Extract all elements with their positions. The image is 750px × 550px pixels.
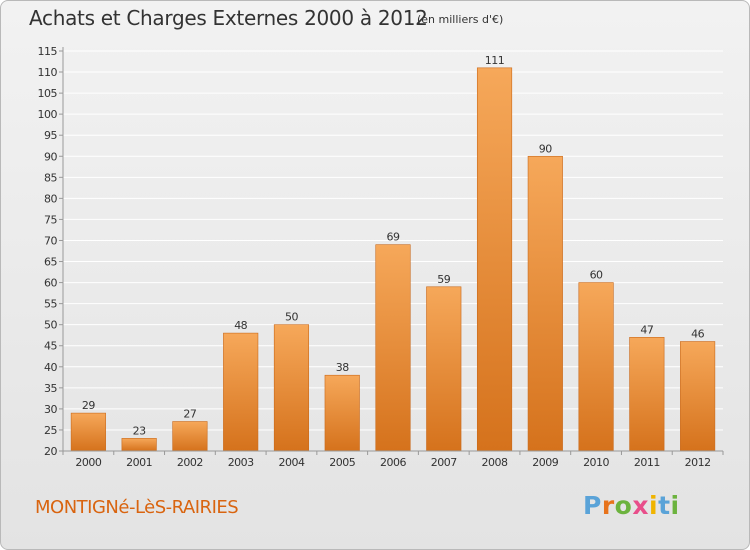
bar bbox=[324, 374, 360, 452]
data-label: 23 bbox=[133, 424, 146, 437]
proxiti-logo[interactable]: Proxiti bbox=[583, 491, 680, 520]
x-tick-label: 2004 bbox=[278, 456, 304, 469]
y-tick-label: 35 bbox=[44, 382, 57, 395]
y-tick-label: 110 bbox=[38, 66, 58, 79]
y-tick-label: 20 bbox=[44, 445, 57, 458]
bar bbox=[680, 341, 716, 452]
y-tick-label: 95 bbox=[44, 129, 57, 142]
data-label: 60 bbox=[590, 269, 603, 282]
x-tick-label: 2012 bbox=[685, 456, 711, 469]
bar bbox=[375, 244, 411, 452]
bar bbox=[476, 67, 513, 452]
logo-letter: i bbox=[649, 491, 659, 520]
y-tick-label: 100 bbox=[38, 108, 58, 121]
y-tick-label: 60 bbox=[44, 277, 57, 290]
bar bbox=[70, 412, 106, 452]
x-tick-label: 2000 bbox=[75, 456, 101, 469]
y-tick-label: 105 bbox=[38, 87, 58, 100]
logo-letter: x bbox=[632, 491, 649, 520]
data-label: 69 bbox=[387, 231, 400, 244]
y-tick-label: 75 bbox=[44, 213, 57, 226]
data-label: 50 bbox=[285, 311, 298, 324]
y-tick-label: 45 bbox=[44, 340, 57, 353]
bar bbox=[527, 155, 563, 452]
logo-letter: P bbox=[583, 491, 602, 520]
data-label: 38 bbox=[336, 361, 349, 374]
bar bbox=[273, 324, 310, 452]
logo-letter: r bbox=[601, 491, 615, 520]
x-tick-label: 2001 bbox=[126, 456, 152, 469]
x-tick-label: 2002 bbox=[177, 456, 203, 469]
commune-name: MONTIGNé-LèS-RAIRIES bbox=[35, 497, 239, 518]
bars: 29 23 27 48 50 38 69 59 111 90 60 47 46 bbox=[70, 54, 716, 452]
data-label: 111 bbox=[485, 54, 505, 67]
logo-letter: i bbox=[670, 491, 680, 520]
y-tick-label: 90 bbox=[44, 150, 57, 163]
logo-letter: o bbox=[614, 491, 633, 520]
data-label: 59 bbox=[437, 273, 450, 286]
y-tick-label: 70 bbox=[44, 234, 57, 247]
y-tick-label: 85 bbox=[44, 171, 57, 184]
y-tick-label: 40 bbox=[44, 361, 57, 374]
bar bbox=[426, 286, 462, 452]
data-label: 90 bbox=[539, 142, 552, 155]
x-tick-label: 2009 bbox=[532, 456, 558, 469]
y-tick-label: 30 bbox=[44, 403, 57, 416]
y-tick-label: 25 bbox=[44, 424, 57, 437]
y-tick-label: 80 bbox=[44, 192, 57, 205]
bar bbox=[578, 282, 614, 452]
x-tick-label: 2010 bbox=[583, 456, 609, 469]
y-tick-label: 115 bbox=[38, 45, 58, 58]
data-label: 48 bbox=[234, 319, 247, 332]
chart-title: Achats et Charges Externes 2000 à 2012 bbox=[29, 6, 428, 30]
axes: 20 25 30 35 40 45 50 55 60 65 70 75 80 85 90 95 100 105 11… bbox=[38, 45, 724, 469]
data-label: 47 bbox=[640, 323, 653, 336]
data-label: 46 bbox=[691, 328, 704, 341]
data-label: 29 bbox=[82, 399, 95, 412]
x-tick-label: 2003 bbox=[228, 456, 254, 469]
y-tick-label: 50 bbox=[44, 319, 57, 332]
x-tick-label: 2006 bbox=[380, 456, 406, 469]
data-label: 27 bbox=[183, 408, 196, 421]
bar bbox=[629, 337, 665, 452]
x-tick-label: 2005 bbox=[329, 456, 355, 469]
bar bbox=[223, 332, 259, 452]
y-tick-label: 55 bbox=[44, 298, 57, 311]
logo-letter: t bbox=[658, 491, 671, 520]
x-tick-label: 2007 bbox=[431, 456, 457, 469]
bar bbox=[172, 421, 208, 452]
x-tick-label: 2011 bbox=[634, 456, 660, 469]
y-tick-label: 65 bbox=[44, 256, 57, 269]
chart-subtitle: (en milliers d'€) bbox=[417, 13, 504, 26]
bar bbox=[121, 438, 157, 452]
x-tick-label: 2008 bbox=[482, 456, 508, 469]
